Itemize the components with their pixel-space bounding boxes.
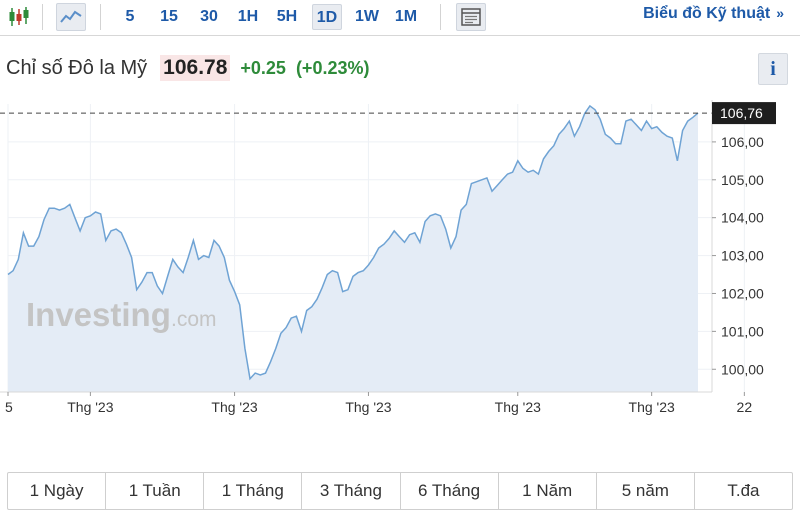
interval-1d[interactable]: 1D: [312, 4, 342, 30]
interval-5h[interactable]: 5H: [276, 8, 298, 25]
x-tick-label: Thg '23: [629, 399, 675, 415]
y-tick-label: 102,00: [721, 285, 764, 301]
info-button[interactable]: i: [758, 53, 788, 85]
interval-5[interactable]: 5: [125, 8, 135, 25]
technical-chart-link[interactable]: Biểu đồ Kỹ thuật »: [643, 5, 784, 23]
x-tick-label: Thg '23: [67, 399, 113, 415]
y-tick-label: 103,00: [721, 248, 764, 264]
period-1-year[interactable]: 1 Năm: [499, 473, 597, 509]
period-selector: 1 Ngày 1 Tuần 1 Tháng 3 Tháng 6 Tháng 1 …: [7, 472, 793, 510]
y-tick-label: 105,00: [721, 172, 764, 188]
x-tick-label: 22: [737, 399, 753, 415]
area-chart-icon[interactable]: [56, 3, 86, 31]
investing-watermark: Investing .com: [26, 296, 217, 333]
x-tick-label: Thg '23: [495, 399, 541, 415]
y-tick-label: 101,00: [721, 323, 764, 339]
technical-chart-link-label: Biểu đồ Kỹ thuật: [643, 5, 771, 22]
period-6-months[interactable]: 6 Tháng: [401, 473, 499, 509]
price-change-percent: (+0.23%): [295, 57, 370, 78]
x-axis: 5 Thg '23 Thg '23 Thg '23 Thg '23 Thg '23 22: [0, 391, 753, 415]
period-1-month[interactable]: 1 Tháng: [204, 473, 303, 509]
interval-15[interactable]: 15: [160, 8, 178, 25]
toolbar-divider: [440, 4, 441, 30]
price-change: +0.25: [240, 57, 286, 78]
x-tick-label: 5: [5, 399, 13, 415]
quote-header: Chỉ số Đô la Mỹ 106.78 +0.25 (+0.23%): [6, 55, 369, 81]
price-area-fill: [8, 105, 698, 393]
y-tick-label: 106,00: [721, 134, 764, 150]
period-5-years[interactable]: 5 năm: [597, 473, 695, 509]
chart-toolbar: 5 15 30 1H 5H 1D 1W 1M Biểu đồ Kỹ thuật »: [0, 0, 800, 36]
chevron-right-icon: »: [776, 5, 784, 21]
price-chart[interactable]: Investing .com 100,00101,00102,00103,001…: [0, 100, 800, 430]
interval-1w[interactable]: 1W: [355, 8, 379, 25]
period-1-week[interactable]: 1 Tuần: [106, 473, 205, 509]
interval-1m[interactable]: 1M: [394, 8, 418, 25]
period-1-day[interactable]: 1 Ngày: [8, 473, 107, 509]
instrument-name: Chỉ số Đô la Mỹ: [6, 56, 148, 79]
candlestick-chart-icon[interactable]: [4, 3, 34, 31]
interval-30[interactable]: 30: [200, 8, 218, 25]
y-tick-label: 100,00: [721, 361, 764, 377]
y-tick-label: 104,00: [721, 210, 764, 226]
last-price: 106.78: [160, 55, 231, 81]
y-axis: 100,00 101,00 102,00 103,00 104,00 105,00 106,…: [711, 100, 764, 392]
x-tick-label: Thg '23: [211, 399, 257, 415]
watermark-suffix: .com: [171, 308, 217, 331]
last-price-label: 106,76: [720, 105, 763, 121]
watermark-brand: Investing: [26, 296, 171, 333]
x-tick-label: Thg '23: [345, 399, 391, 415]
table-view-icon[interactable]: [456, 3, 486, 31]
toolbar-divider: [100, 4, 101, 30]
price-line: [7, 104, 699, 381]
period-max[interactable]: T.đa: [727, 481, 760, 500]
toolbar-divider: [42, 4, 43, 30]
last-price-tag: 106,76: [712, 102, 776, 125]
interval-1h[interactable]: 1H: [237, 8, 259, 25]
period-3-months[interactable]: 3 Tháng: [302, 473, 401, 509]
